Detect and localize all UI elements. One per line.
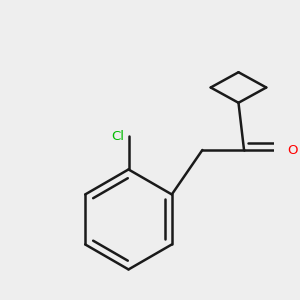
Text: O: O [287,143,298,157]
Text: Cl: Cl [111,130,124,142]
